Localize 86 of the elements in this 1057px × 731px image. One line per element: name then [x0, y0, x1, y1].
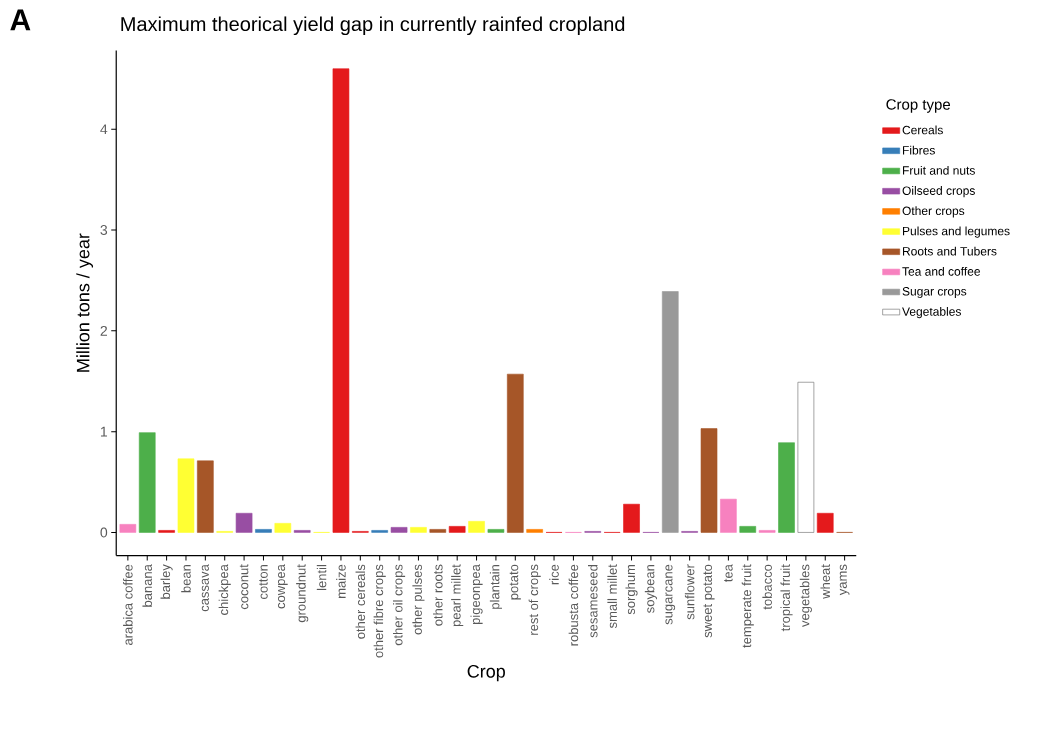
bar [158, 530, 175, 533]
bar [778, 442, 795, 533]
bar [758, 530, 776, 533]
x-tick-label: cowpea [277, 564, 288, 609]
y-tick-label: 2 [100, 325, 107, 336]
bar [623, 503, 640, 533]
x-tick-label: other cereals [355, 564, 366, 639]
text: A [10, 9, 31, 31]
bar [700, 428, 718, 533]
bar [119, 524, 137, 533]
x-tick-label: soybean [644, 565, 657, 613]
bar [487, 529, 505, 533]
x-tick-label: cassava [201, 564, 209, 612]
chart-title: Maximum theorical yield gap in currently rainfed cropland [121, 16, 625, 36]
bar [661, 291, 679, 533]
bar [797, 381, 815, 533]
bar [255, 529, 272, 533]
x-axis-title: Crop [467, 664, 505, 682]
y-tick-label: 3 [100, 225, 108, 235]
x-tick-label: lentil [316, 565, 327, 590]
x-tick-label: other roots [433, 564, 443, 626]
x-tick-label: other fibre crops [373, 564, 386, 658]
legend-label: Fibres [903, 145, 935, 155]
x-tick-label: small millet [607, 564, 617, 629]
bar [468, 521, 485, 533]
bar [526, 529, 543, 533]
bar [177, 458, 195, 533]
y-tick-label: 1 [100, 426, 108, 437]
x-tick-label: bean [181, 565, 191, 593]
x-tick-label: potato [509, 564, 521, 600]
legend-label: Roots and Tubers [903, 246, 997, 256]
x-tick-label: tea [724, 564, 733, 583]
x-tick-label: rest of crops [528, 564, 541, 635]
legend-label: Sugar crops [902, 287, 967, 298]
x-tick-label: sorghum [625, 565, 638, 615]
bar [507, 373, 524, 533]
bar [448, 526, 466, 533]
x-tick-label: rice [549, 564, 559, 585]
bar [293, 530, 311, 533]
x-tick-label: other oil crops [393, 564, 406, 646]
x-tick-label: sweet potato [703, 564, 715, 638]
bar [390, 527, 408, 533]
bar [274, 523, 292, 533]
x-tick-label: banana [142, 564, 152, 607]
legend-label: Tea and coffee [902, 266, 980, 276]
x-tick-label: other pulses [412, 564, 425, 635]
legend-label: Oilseed crops [902, 186, 975, 198]
x-tick-label: sesameseed [588, 564, 598, 638]
x-tick-label: plantain [489, 565, 502, 609]
bar [816, 512, 834, 533]
bar [332, 68, 350, 533]
legend-label: Cereals [902, 125, 943, 135]
legend-label: Other crops [902, 206, 965, 218]
x-tick-label: yams [839, 564, 850, 596]
x-tick-label: tobacco [762, 564, 772, 610]
x-tick-label: sugarcane [665, 564, 676, 625]
y-tick-label: 4 [100, 124, 108, 135]
x-tick-label: groundnut [296, 564, 309, 623]
x-tick-label: arabica coffee [123, 564, 133, 646]
x-tick-label: vegetables [799, 564, 812, 627]
bar [138, 432, 156, 533]
x-tick-label: wheat [820, 564, 831, 599]
bar [371, 530, 388, 533]
x-tick-label: robusta coffee [568, 564, 579, 646]
y-axis-title: Million tons / year [76, 233, 94, 372]
bar [235, 512, 253, 533]
x-tick-label: maize [336, 564, 346, 598]
legend-label: Pulses and legumes [903, 226, 1010, 238]
x-tick-label: pearl millet [451, 564, 464, 627]
x-tick-label: temperate fruit [741, 564, 754, 648]
x-tick-label: sunflower [684, 564, 695, 620]
legend-title: Crop type [886, 99, 951, 113]
x-tick-label: barley [160, 564, 173, 599]
bar [429, 529, 447, 533]
x-tick-label: chickpea [218, 564, 231, 615]
x-tick-label: tropical fruit [780, 564, 793, 632]
bar [720, 498, 737, 533]
bar [410, 527, 427, 533]
legend-label: Vegetables [902, 306, 961, 319]
x-tick-label: pigeonpea [470, 564, 483, 625]
legend-label: Fruit and nuts [903, 165, 975, 175]
bar [739, 526, 757, 533]
y-tick-label: 0 [100, 527, 108, 538]
bar [197, 460, 214, 533]
x-tick-label: coconut [239, 564, 249, 610]
x-tick-label: cotton [259, 564, 268, 600]
